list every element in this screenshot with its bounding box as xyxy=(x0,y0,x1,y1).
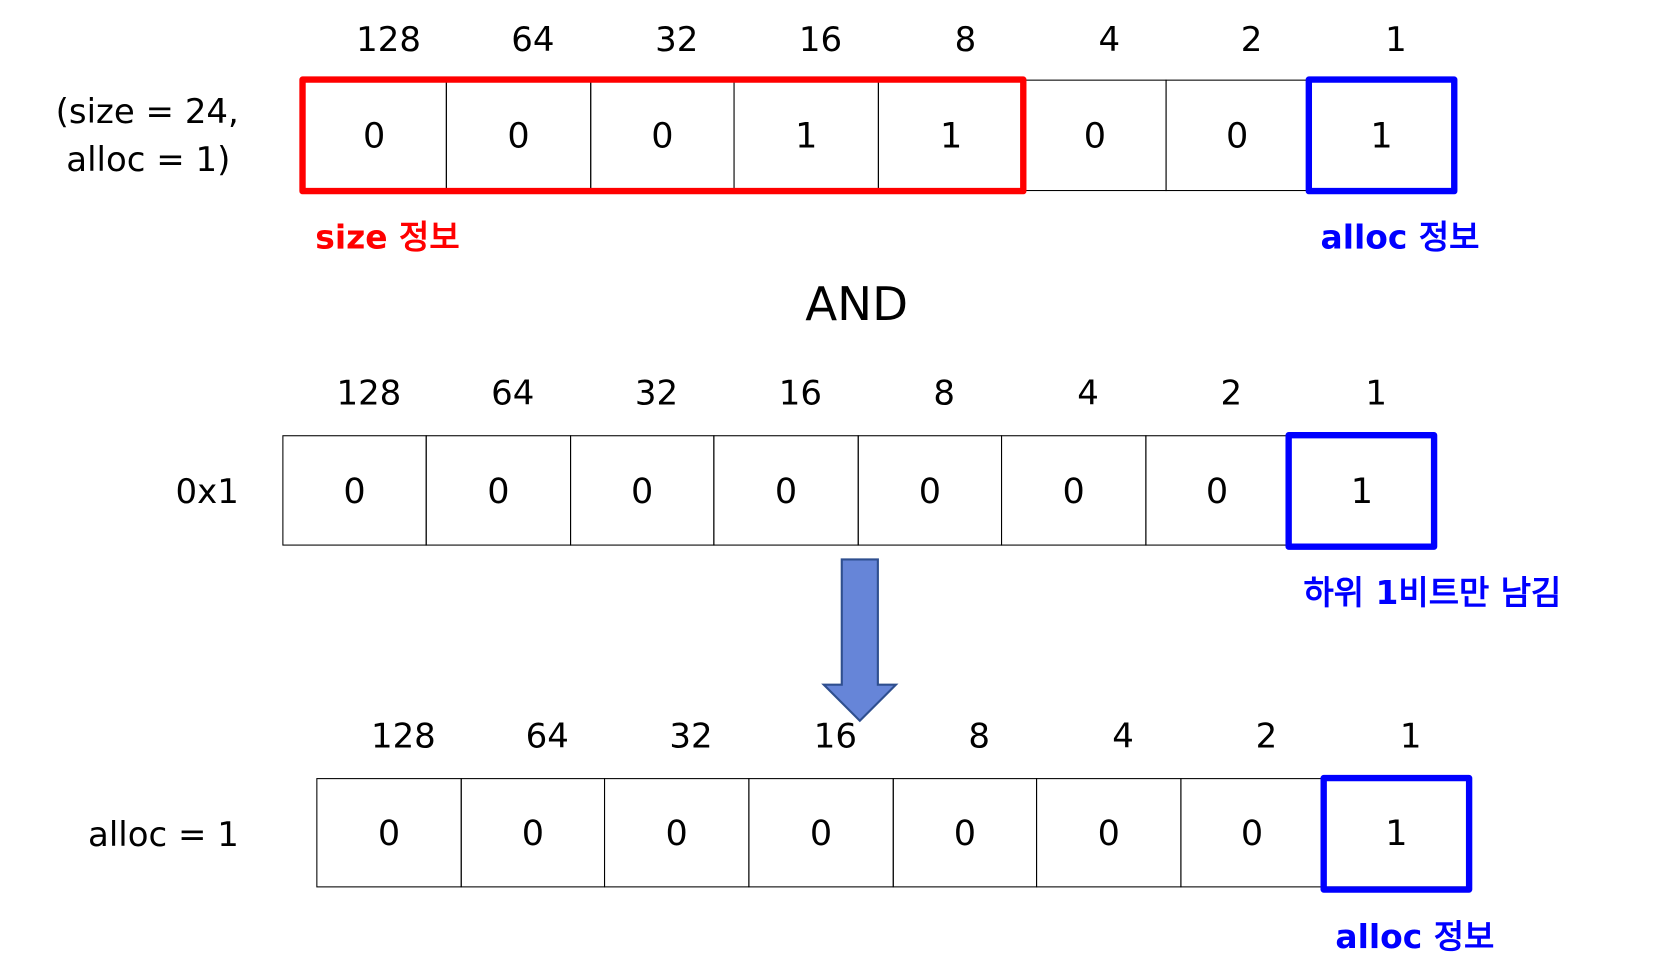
alloc-bit-highlight-mask xyxy=(1285,432,1438,550)
bit-weight-label: 8 xyxy=(954,19,977,60)
bit-weight-label: 1 xyxy=(1399,715,1422,756)
bit-weight-label: 4 xyxy=(1098,19,1121,60)
alloc-bit-highlight-result xyxy=(1320,774,1473,893)
bit-weight-label: 2 xyxy=(1220,372,1243,413)
bit-weight-label: 8 xyxy=(933,372,956,413)
bit-weight-label: 64 xyxy=(511,19,555,60)
row-label: alloc = 1) xyxy=(66,139,231,180)
bit-weight-label: 128 xyxy=(370,715,436,756)
bit-weight-label: 16 xyxy=(798,19,843,60)
bit-weight-label: 16 xyxy=(778,372,822,413)
row-label: 0x1 xyxy=(175,471,239,512)
alloc-bit-highlight-top xyxy=(1305,76,1458,195)
bit-weight-label: 128 xyxy=(356,19,421,60)
bit-weight-label: 128 xyxy=(336,372,402,413)
bit-weight-label: 32 xyxy=(634,372,679,413)
bit-weight-label: 8 xyxy=(968,715,991,756)
bit-weight-label: 4 xyxy=(1112,715,1134,756)
row-label: alloc = 1 xyxy=(88,814,239,855)
keep-low-bit-label: 하위 1비트만 남김 xyxy=(1303,574,1562,613)
alloc-info-label-bottom: alloc 정보 xyxy=(1335,918,1495,957)
bit-weight-label: 32 xyxy=(655,19,699,60)
bit-weight-label: 64 xyxy=(525,715,569,756)
bit-weight-label: 64 xyxy=(491,372,535,413)
bit-weight-label: 16 xyxy=(813,715,858,756)
bit-weight-label: 2 xyxy=(1240,19,1263,60)
size-bits-highlight xyxy=(299,76,1027,195)
alloc-info-label-top: alloc 정보 xyxy=(1320,218,1480,257)
and-operator-label: AND xyxy=(805,277,909,332)
bit-weight-label: 1 xyxy=(1385,19,1407,60)
bit-weight-label: 32 xyxy=(669,715,713,756)
size-info-label: size 정보 xyxy=(315,218,460,257)
bit-weight-label: 4 xyxy=(1077,372,1099,413)
row-label: (size = 24, xyxy=(55,91,239,132)
bit-weight-label: 2 xyxy=(1255,715,1278,756)
bit-weight-label: 1 xyxy=(1365,372,1388,413)
